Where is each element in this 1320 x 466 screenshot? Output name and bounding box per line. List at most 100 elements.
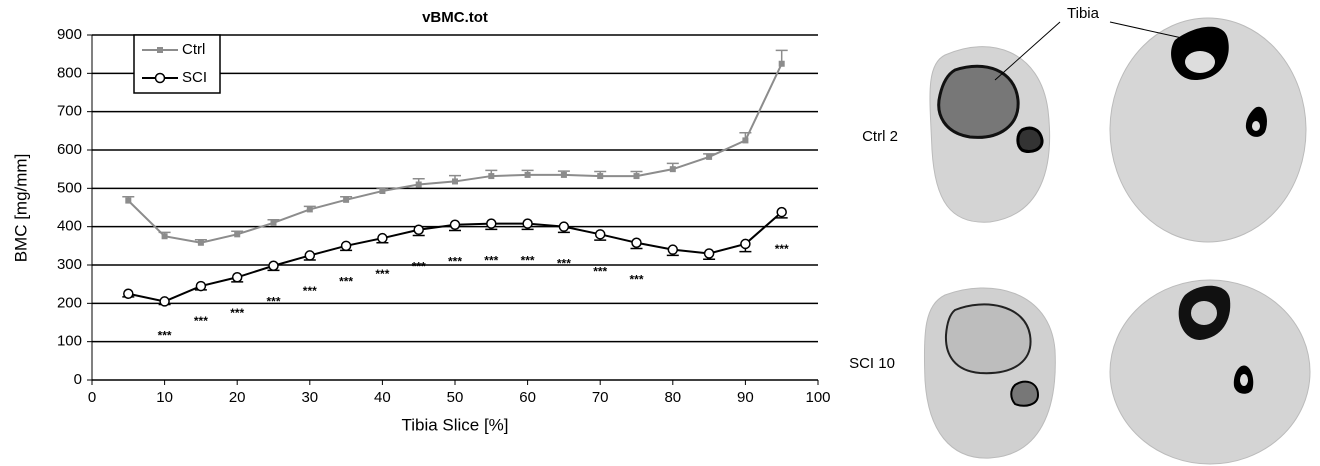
marker bbox=[343, 196, 350, 203]
cross-sections: Tibia Ctrl 2 SCI 10 bbox=[849, 5, 1311, 465]
marker bbox=[594, 229, 606, 240]
marker bbox=[633, 173, 640, 180]
row-label: Ctrl 2 bbox=[862, 128, 898, 145]
y-tick-label: 300 bbox=[57, 256, 82, 273]
x-axis-label: Tibia Slice [%] bbox=[401, 415, 508, 434]
y-tick-label: 100 bbox=[57, 333, 82, 350]
pointer-line bbox=[994, 21, 1061, 81]
row-label: SCI 10 bbox=[849, 355, 895, 372]
marker bbox=[778, 60, 785, 67]
fibula bbox=[1010, 380, 1040, 407]
x-tick-label: 10 bbox=[156, 389, 173, 406]
marker bbox=[558, 221, 570, 232]
marrow bbox=[1252, 121, 1260, 131]
marker bbox=[195, 280, 207, 292]
marker bbox=[488, 173, 495, 180]
pointer-line bbox=[1109, 21, 1183, 39]
marker bbox=[742, 137, 749, 144]
marker bbox=[706, 153, 713, 160]
x-tick-label: 40 bbox=[374, 389, 391, 406]
annotation: *** bbox=[266, 295, 280, 309]
x-tick-label: 80 bbox=[664, 389, 681, 406]
marker bbox=[306, 206, 313, 213]
marrow bbox=[1240, 374, 1248, 386]
marker bbox=[340, 240, 352, 252]
y-axis-label: BMC [mg/mm] bbox=[11, 154, 30, 263]
marker bbox=[159, 296, 170, 307]
marrow bbox=[1191, 301, 1217, 325]
marker bbox=[560, 171, 567, 178]
annotation: *** bbox=[484, 254, 498, 268]
marker bbox=[740, 238, 751, 250]
fibula bbox=[1016, 126, 1044, 154]
annotation: *** bbox=[629, 273, 643, 287]
marker bbox=[304, 250, 316, 261]
y-tick-label: 600 bbox=[57, 141, 82, 158]
marker bbox=[669, 166, 676, 173]
y-tick-label: 900 bbox=[57, 26, 82, 43]
marker bbox=[522, 218, 533, 229]
y-tick-label: 0 bbox=[74, 371, 82, 388]
marker bbox=[776, 206, 787, 218]
x-tick-label: 20 bbox=[229, 389, 246, 406]
annotation: *** bbox=[557, 257, 571, 271]
tibia bbox=[937, 64, 1020, 139]
marker bbox=[415, 181, 422, 188]
y-tick-label: 200 bbox=[57, 294, 82, 311]
x-tick-label: 60 bbox=[519, 389, 536, 406]
marker bbox=[123, 288, 134, 299]
marker bbox=[597, 173, 604, 180]
y-tick-label: 500 bbox=[57, 179, 82, 196]
legend-label: SCI bbox=[182, 69, 207, 86]
x-tick-label: 30 bbox=[301, 389, 318, 406]
annotation: *** bbox=[158, 329, 172, 343]
x-tick-label: 70 bbox=[592, 389, 609, 406]
y-tick-label: 400 bbox=[57, 218, 82, 235]
x-tick-label: 0 bbox=[88, 389, 96, 406]
marker bbox=[449, 219, 461, 230]
annotation: *** bbox=[303, 284, 317, 298]
marker bbox=[197, 239, 204, 246]
leg-section bbox=[1109, 17, 1307, 243]
x-tick-label: 50 bbox=[447, 389, 464, 406]
marker bbox=[379, 188, 386, 195]
marker bbox=[413, 224, 424, 235]
tibia bbox=[944, 303, 1032, 375]
marker bbox=[268, 260, 279, 272]
annotation: *** bbox=[375, 267, 389, 281]
marker bbox=[270, 219, 277, 226]
marker bbox=[703, 248, 715, 259]
annotation: *** bbox=[194, 314, 208, 328]
legend-box bbox=[133, 34, 221, 94]
x-tick-label: 100 bbox=[805, 389, 830, 406]
y-tick-label: 700 bbox=[57, 103, 82, 120]
annotation: *** bbox=[339, 275, 353, 289]
series-line bbox=[127, 63, 783, 244]
x-tick-label: 90 bbox=[737, 389, 754, 406]
marker bbox=[524, 171, 531, 178]
annotation: *** bbox=[521, 254, 535, 268]
legend-label: Ctrl bbox=[182, 41, 205, 58]
marrow bbox=[1185, 51, 1215, 73]
legend-marker bbox=[157, 47, 163, 53]
annotation: *** bbox=[593, 264, 607, 278]
marker bbox=[161, 233, 168, 240]
annotation: *** bbox=[412, 260, 426, 274]
marker bbox=[667, 244, 679, 255]
leg-section bbox=[1109, 279, 1311, 465]
marker bbox=[452, 178, 458, 185]
pointer-label: Tibia bbox=[1067, 5, 1100, 22]
marker bbox=[486, 218, 497, 229]
annotation: *** bbox=[448, 255, 462, 269]
marker bbox=[231, 272, 243, 283]
annotation: *** bbox=[775, 242, 789, 256]
legend-marker bbox=[154, 72, 166, 84]
marker bbox=[125, 197, 132, 204]
chart-title: vBMC.tot bbox=[422, 9, 488, 26]
annotation: *** bbox=[230, 306, 244, 320]
y-tick-label: 800 bbox=[57, 64, 82, 81]
marker bbox=[377, 232, 388, 244]
marker bbox=[234, 231, 241, 238]
marker bbox=[631, 237, 642, 249]
